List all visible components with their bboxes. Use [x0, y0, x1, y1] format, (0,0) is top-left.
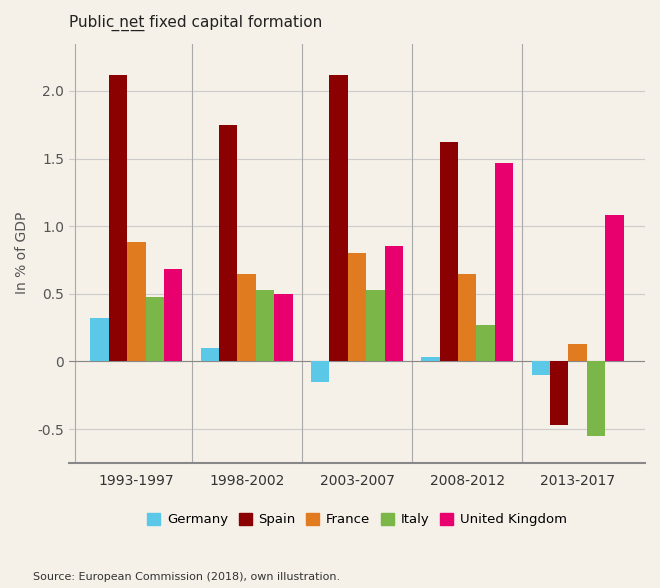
Bar: [90, 318, 109, 362]
Bar: [201, 348, 219, 362]
Bar: [605, 215, 624, 362]
Bar: [311, 362, 329, 382]
Bar: [146, 296, 164, 362]
Bar: [568, 344, 587, 362]
Bar: [109, 75, 127, 362]
Bar: [348, 253, 366, 362]
Bar: [385, 246, 403, 362]
Bar: [219, 125, 238, 362]
Bar: [238, 273, 256, 362]
Text: Public ̲n̲e̲t̲ fixed capital formation: Public ̲n̲e̲t̲ fixed capital formation: [69, 15, 322, 31]
Legend: Germany, Spain, France, Italy, United Kingdom: Germany, Spain, France, Italy, United Ki…: [142, 507, 572, 532]
Bar: [587, 362, 605, 436]
Bar: [531, 362, 550, 375]
Bar: [127, 242, 146, 362]
Text: Source: European Commission (2018), own illustration.: Source: European Commission (2018), own …: [33, 572, 340, 582]
Bar: [477, 325, 495, 362]
Bar: [256, 290, 275, 362]
Y-axis label: In % of GDP: In % of GDP: [15, 212, 29, 295]
Bar: [440, 142, 458, 362]
Bar: [421, 358, 440, 362]
Bar: [366, 290, 385, 362]
Bar: [458, 273, 477, 362]
Bar: [550, 362, 568, 425]
Bar: [329, 75, 348, 362]
Bar: [164, 269, 182, 362]
Bar: [275, 294, 292, 362]
Bar: [495, 163, 513, 362]
